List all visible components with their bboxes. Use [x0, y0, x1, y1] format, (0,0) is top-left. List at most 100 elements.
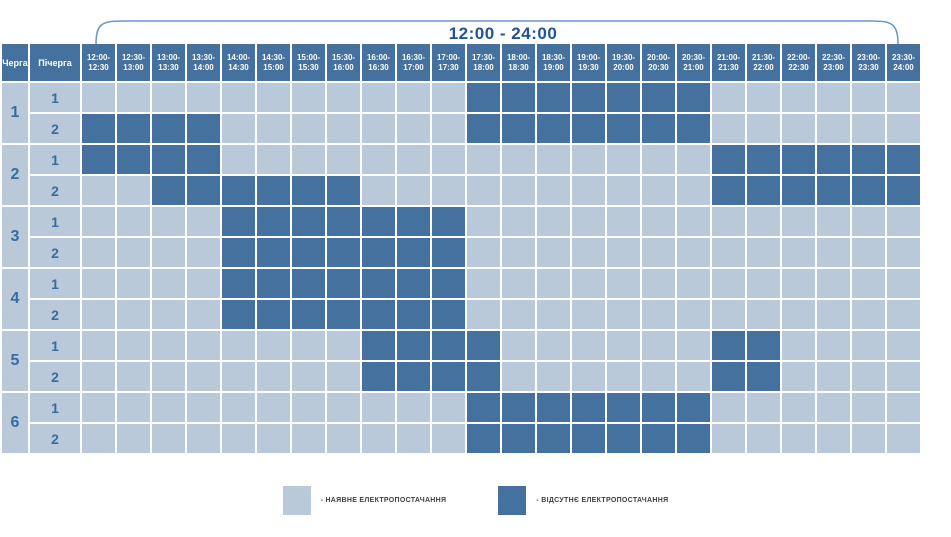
outage-cell	[502, 114, 535, 143]
outage-cell	[572, 424, 605, 453]
time-slot-header: 12:00- 12:30	[82, 44, 115, 81]
time-slot-header: 21:00- 21:30	[712, 44, 745, 81]
power-on-cell	[537, 207, 570, 236]
outage-cell	[642, 393, 675, 422]
outage-cell	[747, 176, 780, 205]
power-on-cell	[432, 145, 465, 174]
power-on-cell	[817, 362, 850, 391]
outage-cell	[467, 424, 500, 453]
queue-number: 5	[2, 331, 28, 391]
power-on-cell	[292, 424, 325, 453]
outage-cell	[502, 83, 535, 112]
power-on-cell	[887, 393, 920, 422]
time-slot-header: 23:00- 23:30	[852, 44, 885, 81]
power-on-cell	[887, 269, 920, 298]
outage-cell	[537, 114, 570, 143]
time-slot-line: 21:30	[718, 62, 739, 72]
time-slot-header: 12:30- 13:00	[117, 44, 150, 81]
power-on-cell	[887, 331, 920, 360]
time-slot-line: 22:00	[753, 62, 774, 72]
outage-cell	[642, 424, 675, 453]
power-on-cell	[222, 83, 255, 112]
outage-cell	[887, 176, 920, 205]
header-row: Черга Пічерга 12:00- 12:30 12:30- 13:00 13:00-…	[2, 44, 920, 81]
outage-cell	[747, 145, 780, 174]
outage-cell	[817, 145, 850, 174]
power-on-cell	[817, 207, 850, 236]
power-on-cell	[642, 176, 675, 205]
outage-cell	[817, 176, 850, 205]
time-slot-line: 22:30-	[821, 52, 846, 62]
power-on-cell	[572, 331, 605, 360]
power-on-cell	[782, 238, 815, 267]
power-on-cell	[677, 145, 710, 174]
power-on-cell	[817, 238, 850, 267]
power-on-cell	[677, 300, 710, 329]
subqueue-number: 2	[30, 424, 80, 453]
power-on-swatch	[282, 486, 311, 515]
power-on-cell	[712, 238, 745, 267]
outage-cell	[82, 145, 115, 174]
power-on-cell	[852, 331, 885, 360]
time-slot-line: 17:00-	[436, 52, 461, 62]
outage-cell	[397, 300, 430, 329]
outage-cell	[677, 393, 710, 422]
outage-cell	[432, 238, 465, 267]
power-on-cell	[82, 83, 115, 112]
outage-cell	[82, 114, 115, 143]
power-on-cell	[747, 207, 780, 236]
outage-cell	[677, 424, 710, 453]
time-slot-line: 13:30-	[191, 52, 216, 62]
time-slot-line: 21:00-	[716, 52, 741, 62]
outage-cell	[537, 83, 570, 112]
power-on-cell	[432, 114, 465, 143]
outage-cell	[502, 424, 535, 453]
time-slot-line: 20:00	[613, 62, 634, 72]
outage-cell	[362, 331, 395, 360]
power-on-cell	[327, 331, 360, 360]
time-slot-header: 13:00- 13:30	[152, 44, 185, 81]
power-on-cell	[432, 176, 465, 205]
power-on-cell	[607, 362, 640, 391]
power-on-cell	[187, 83, 220, 112]
time-slot-line: 21:30-	[751, 52, 776, 62]
legend-item-power-off: - ВІДСУТНЄ ЕЛЕКТРОПОСТАЧАННЯ	[498, 486, 668, 515]
outage-cell	[327, 176, 360, 205]
power-on-cell	[852, 424, 885, 453]
subqueue-number: 2	[30, 176, 80, 205]
power-on-cell	[257, 83, 290, 112]
outage-cell	[362, 269, 395, 298]
queue-number: 2	[2, 145, 28, 205]
time-slot-header: 22:00- 22:30	[782, 44, 815, 81]
power-on-cell	[642, 207, 675, 236]
outage-cell	[642, 114, 675, 143]
outage-cell	[397, 207, 430, 236]
power-on-cell	[187, 424, 220, 453]
time-slot-header: 21:30- 22:00	[747, 44, 780, 81]
power-on-cell	[782, 362, 815, 391]
time-slot-line: 23:00	[823, 62, 844, 72]
power-on-cell	[712, 269, 745, 298]
power-on-cell	[82, 393, 115, 422]
power-on-cell	[257, 331, 290, 360]
power-on-cell	[397, 424, 430, 453]
power-on-cell	[397, 145, 430, 174]
outage-cell	[117, 145, 150, 174]
power-on-cell	[537, 145, 570, 174]
time-slot-line: 13:00	[123, 62, 144, 72]
time-slot-line: 12:30	[88, 62, 109, 72]
power-on-cell	[397, 393, 430, 422]
legend: - НАЯВНЕ ЕЛЕКТРОПОСТАЧАННЯ - ВІДСУТНЄ ЕЛ…	[0, 486, 951, 515]
time-slot-line: 22:00-	[786, 52, 811, 62]
power-on-cell	[537, 300, 570, 329]
power-on-cell	[712, 83, 745, 112]
power-on-cell	[817, 331, 850, 360]
time-slot-line: 19:30	[578, 62, 599, 72]
power-on-cell	[642, 238, 675, 267]
time-slot-line: 14:00	[193, 62, 214, 72]
legend-label-power-on: - НАЯВНЕ ЕЛЕКТРОПОСТАЧАННЯ	[320, 497, 447, 504]
power-on-cell	[607, 331, 640, 360]
range-bracket	[95, 20, 899, 45]
power-on-cell	[222, 393, 255, 422]
time-slot-line: 15:00-	[296, 52, 321, 62]
